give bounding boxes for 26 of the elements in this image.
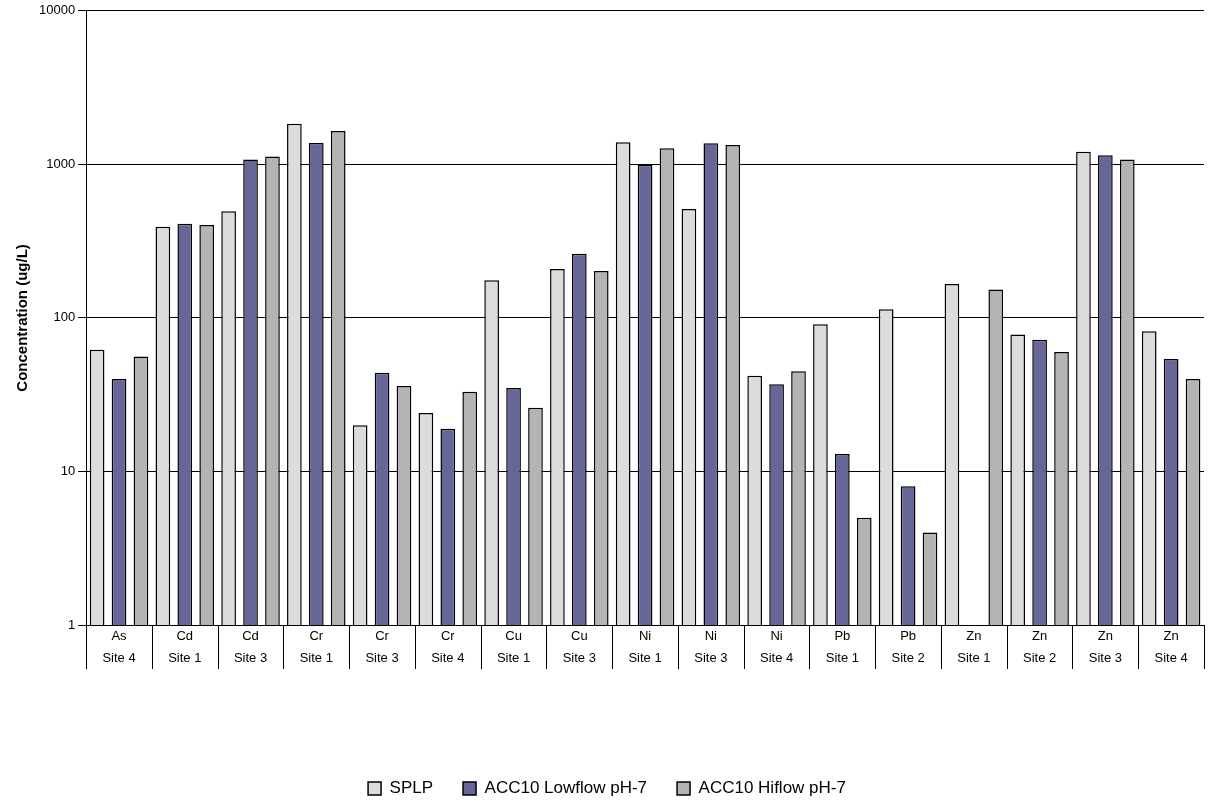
y-tick-label: 100 — [53, 309, 76, 325]
legend-label: ACC10 Lowflow pH-7 — [484, 778, 648, 798]
x-tick-label: Cr Site 1 — [299, 627, 333, 665]
y-tick-label: 10000 — [38, 2, 76, 18]
x-tick-label: As Site 4 — [102, 627, 136, 665]
x-tick-label: Zn Site 1 — [957, 627, 991, 665]
x-tick-label: Cd Site 3 — [233, 627, 268, 665]
x-tick-label: Cr Site 4 — [431, 627, 465, 665]
x-tick-label: Zn Site 4 — [1154, 627, 1188, 665]
x-tick-label: Ni Site 1 — [628, 627, 662, 665]
x-tick-label: Zn Site 3 — [1088, 627, 1122, 665]
x-tick-label: Cd Site 1 — [168, 627, 202, 665]
x-tick-label: Zn Site 2 — [1022, 627, 1057, 665]
x-tick-label: Ni Site 4 — [759, 627, 794, 665]
x-tick-label: Pb Site 2 — [891, 627, 925, 665]
legend-label: SPLP — [389, 778, 434, 798]
y-tick-label: 1000 — [46, 155, 76, 171]
y-axis-title: Concentration (ug/L) — [13, 244, 31, 392]
x-tick-label: Cu Site 3 — [562, 627, 596, 665]
x-tick-label: Pb Site 1 — [825, 627, 859, 665]
legend-label: ACC10 Hiflow pH-7 — [698, 778, 846, 798]
x-tick-label: Cr Site 3 — [365, 627, 399, 665]
x-tick-label: Cu Site 1 — [496, 627, 531, 665]
y-tick-label: 1 — [67, 616, 76, 632]
x-tick-label: Ni Site 3 — [694, 627, 728, 665]
y-tick-label: 10 — [60, 463, 76, 479]
